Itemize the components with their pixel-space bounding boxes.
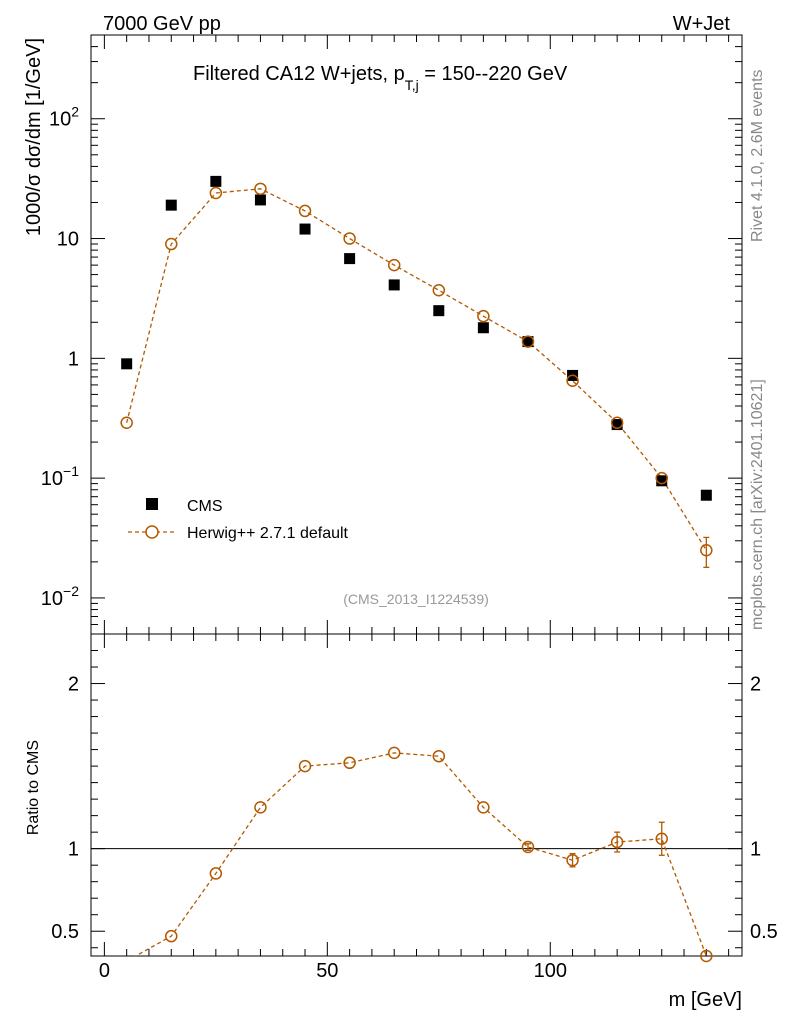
ratio-tick-label-left: 0.5 <box>51 921 79 943</box>
ratio-point <box>387 746 401 760</box>
cms-point <box>522 336 534 348</box>
analysis-id: (CMS_2013_I1224539) <box>343 591 489 607</box>
herwig-point <box>610 416 624 429</box>
x-axis-label: m [GeV] <box>669 989 742 1011</box>
ratio-point <box>209 867 223 880</box>
cms-point <box>344 253 356 265</box>
cms-point <box>299 223 311 235</box>
cms-point <box>165 199 177 211</box>
cms-point <box>388 279 400 291</box>
y-tick-label: 102 <box>49 104 79 131</box>
ratio-plot-data <box>91 746 742 963</box>
header-left: 7000 GeV pp <box>103 13 221 35</box>
herwig-point <box>120 416 133 429</box>
ratio-tick-labels: 0.5 0.5 1 1 2 2 <box>51 674 778 944</box>
title-sub: T,j <box>405 77 419 93</box>
herwig-point <box>343 232 356 245</box>
legend-herwig-label: Herwig++ 2.7.1 default <box>187 525 349 542</box>
legend-cms-label: CMS <box>187 498 223 515</box>
y-tick-label: 10 <box>57 229 79 251</box>
herwig-point <box>165 237 178 251</box>
y-tick-labels: 10−2 10−1 1 10 102 <box>41 104 79 610</box>
herwig-point <box>387 258 401 272</box>
herwig-point <box>209 186 223 200</box>
header-right: W+Jet <box>673 13 731 35</box>
y-tick-label: 1 <box>68 348 79 370</box>
ratio-point <box>610 835 624 849</box>
ratio-line <box>134 752 707 956</box>
x-tick-label: 0 <box>99 960 110 982</box>
herwig-point <box>655 471 668 485</box>
cms-point <box>656 475 668 487</box>
ratio-tick-label-right: 1 <box>750 839 761 861</box>
ratio-tick-label-left: 2 <box>68 674 79 696</box>
herwig-point <box>298 204 312 218</box>
herwig-point <box>566 374 579 387</box>
plot-title: Filtered CA12 W+jets, pT,j = 150--220 Ge… <box>193 63 568 93</box>
mcplots-note: mcplots.cern.ch [arXiv:2401.10621] <box>749 379 766 630</box>
ratio-y-axis-label: Ratio to CMS <box>25 740 42 835</box>
x-tick-label: 50 <box>316 960 338 982</box>
x-tick-label: 100 <box>534 960 567 982</box>
title-main: Filtered CA12 W+jets, p <box>193 63 405 85</box>
legend-cms-marker <box>146 498 158 510</box>
legend-herwig-marker <box>145 525 159 539</box>
herwig-line <box>126 188 707 551</box>
ratio-point <box>566 853 579 867</box>
herwig-point <box>432 284 446 297</box>
ratio-point <box>521 840 535 854</box>
ratio-tick-label-left: 1 <box>68 839 79 861</box>
main-plot-frame <box>90 34 743 635</box>
x-tick-labels: 0 50 100 <box>99 960 567 982</box>
cms-point <box>700 489 712 501</box>
cms-point <box>433 305 445 317</box>
herwig-point <box>700 544 713 557</box>
ratio-tick-label-right: 2 <box>750 674 761 696</box>
herwig-point <box>477 309 490 323</box>
ratio-point <box>254 801 267 814</box>
ratio-point <box>477 801 490 814</box>
main-plot-data <box>120 175 713 569</box>
cms-point <box>210 175 222 187</box>
herwig-point <box>521 335 535 348</box>
title-tail: = 150--220 GeV <box>419 63 568 85</box>
rivet-note: Rivet 4.1.0, 2.6M events <box>749 69 766 242</box>
y-tick-label: 10−2 <box>41 583 79 610</box>
y-tick-label: 10−1 <box>41 463 79 490</box>
cms-point <box>121 358 133 370</box>
ratio-point <box>655 832 668 846</box>
axis-ticks <box>91 34 742 956</box>
y-axis-label: 1000/σ dσ/dm [1/GeV] <box>23 38 45 236</box>
ratio-point <box>432 749 446 763</box>
ratio-point <box>700 949 713 963</box>
cms-point <box>477 322 489 334</box>
ratio-point <box>298 759 312 773</box>
ratio-tick-label-right: 0.5 <box>750 921 778 943</box>
ratio-point <box>343 756 356 770</box>
ratio-point <box>165 929 178 943</box>
herwig-point <box>254 182 267 196</box>
cms-point <box>254 194 266 206</box>
cms-point <box>611 419 623 431</box>
ratio-plot-frame <box>90 633 743 957</box>
